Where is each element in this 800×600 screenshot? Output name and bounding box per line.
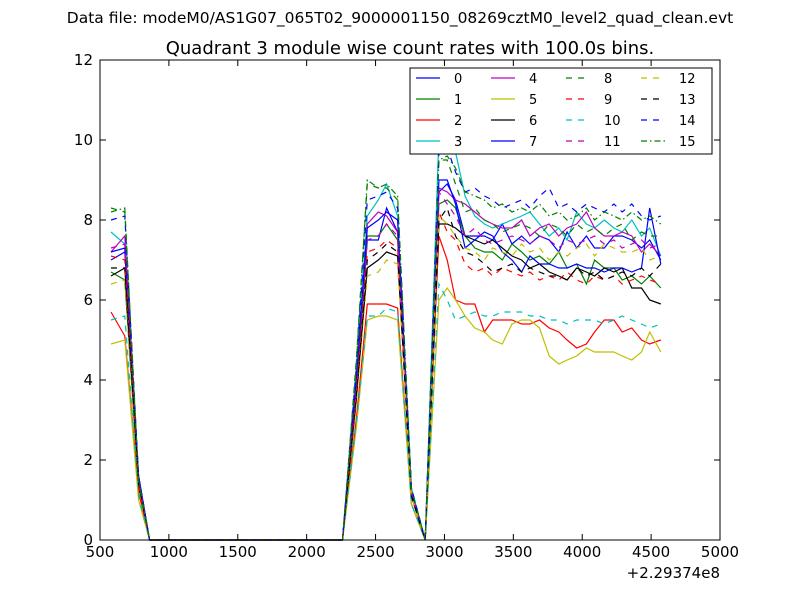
series-line-3	[110, 135, 662, 541]
legend-label: 14	[679, 114, 696, 129]
figure-suptitle: Data file: modeM0/AS1G07_065T02_90000011…	[66, 9, 734, 27]
x-tick-label: 1500	[219, 543, 257, 561]
x-tick-label: 1000	[150, 543, 188, 561]
x-tick-label: 4000	[563, 543, 601, 561]
series-line-2	[110, 235, 662, 541]
series-line-14	[110, 147, 662, 541]
x-tick-label: 4500	[632, 543, 670, 561]
y-tick-label: 2	[83, 451, 93, 469]
y-tick-label: 0	[83, 531, 93, 549]
x-tick-label: 500	[86, 543, 115, 561]
series-line-1	[110, 199, 662, 541]
legend-label: 6	[529, 114, 537, 129]
legend-label: 8	[604, 72, 612, 87]
y-tick-label: 10	[74, 131, 93, 149]
x-tick-label: 2000	[288, 543, 326, 561]
series-line-0	[110, 183, 662, 541]
y-tick-label: 6	[83, 291, 93, 309]
x-offset-label: +2.29374e8	[627, 564, 720, 582]
series-line-4	[110, 187, 662, 541]
legend-label: 12	[679, 72, 696, 87]
series-line-5	[110, 286, 662, 541]
series-layer	[110, 135, 662, 541]
legend-box	[409, 67, 713, 155]
legend-label: 0	[454, 72, 462, 87]
chart-title: Quadrant 3 module wise count rates with …	[166, 38, 655, 59]
legend-label: 5	[529, 93, 537, 108]
x-tick-label: 3500	[494, 543, 532, 561]
x-tick-label: 5000	[701, 543, 739, 561]
legend-label: 7	[529, 135, 537, 150]
y-tick-label: 4	[83, 371, 93, 389]
y-tick-label: 12	[74, 51, 93, 69]
legend-label: 11	[604, 135, 621, 150]
y-tick-label: 8	[83, 211, 93, 229]
x-tick-label: 2500	[356, 543, 394, 561]
series-line-7	[110, 179, 662, 541]
legend-label: 3	[454, 135, 462, 150]
series-line-10	[110, 281, 662, 541]
series-line-8	[110, 159, 661, 541]
legend-label: 2	[454, 114, 462, 129]
legend-label: 13	[679, 93, 696, 108]
legend-label: 15	[679, 135, 696, 150]
legend-label: 9	[604, 93, 612, 108]
legend-label: 1	[454, 93, 462, 108]
ticks-layer: 500 1000 1500 2000 2500 3000 3500 4000 4500 5000 0…	[74, 51, 739, 561]
legend-label: 10	[604, 114, 621, 129]
series-line-6	[110, 223, 662, 541]
legend-label: 4	[529, 72, 537, 87]
series-line-13	[111, 206, 662, 541]
x-tick-label: 3000	[425, 543, 463, 561]
